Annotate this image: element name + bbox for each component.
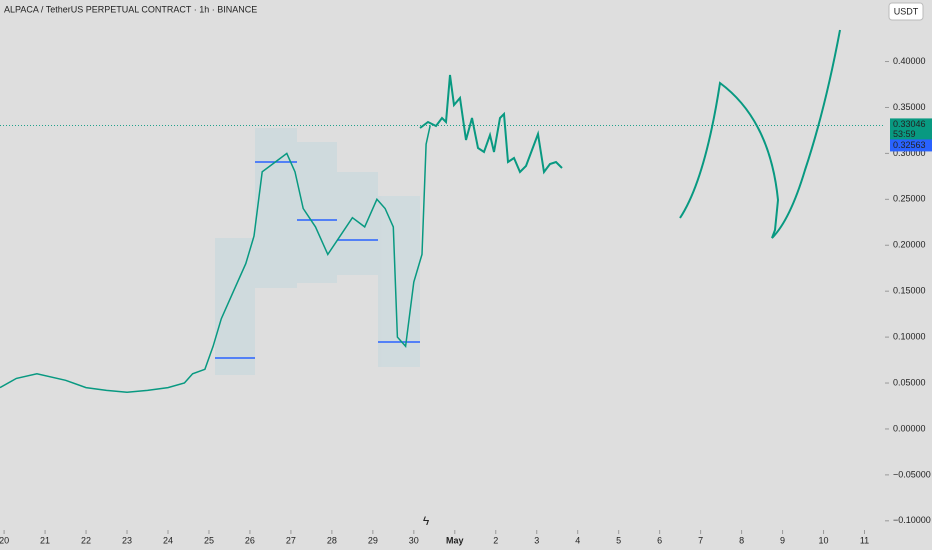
y-tick-label: 0.35000	[893, 102, 926, 112]
x-tick-label: 21	[40, 535, 50, 545]
y-tick-label: 0.15000	[893, 286, 926, 296]
x-tick-label: 26	[245, 535, 255, 545]
x-tick-label: 23	[122, 535, 132, 545]
logo-icon[interactable]: ϟ	[423, 514, 430, 528]
y-tick-label: 0.10000	[893, 331, 926, 341]
y-tick-label: −0.10000	[893, 515, 931, 525]
projection-drawing	[679, 29, 841, 239]
x-tick-label: 11	[860, 535, 869, 545]
chart-title: ALPACA / TetherUS PERPETUAL CONTRACT · 1…	[4, 4, 257, 14]
profile-box	[215, 238, 255, 375]
x-tick-label: 3	[534, 535, 539, 545]
projection-drawing	[419, 74, 563, 175]
mark-price-box	[890, 139, 932, 152]
currency-button[interactable]	[888, 2, 924, 21]
y-tick-label: 0.00000	[893, 423, 926, 433]
x-tick-label: 9	[780, 535, 785, 545]
x-tick-label: 25	[204, 535, 214, 545]
last-price-box	[890, 118, 932, 141]
x-tick-label: 2	[493, 535, 498, 545]
y-tick-label: 0.05000	[893, 377, 926, 387]
currency-button-label[interactable]: USDT	[894, 6, 919, 16]
y-tick-label: −0.05000	[893, 469, 931, 479]
x-tick-label: 4	[575, 535, 580, 545]
x-tick-label: 5	[616, 535, 621, 545]
profile-box	[255, 128, 297, 288]
x-tick-label: 22	[81, 535, 91, 545]
x-tick-label: 27	[286, 535, 296, 545]
countdown-label: 53:59	[893, 129, 916, 139]
price-line	[0, 125, 431, 393]
mark-price-label: 0.32563	[893, 140, 926, 150]
x-tick-label: 6	[657, 535, 662, 545]
profile-box	[297, 142, 337, 283]
y-tick-label: 0.25000	[893, 194, 926, 204]
y-tick-label: 0.40000	[893, 56, 926, 66]
drawings	[419, 29, 841, 239]
y-tick-label: 0.20000	[893, 240, 926, 250]
x-tick-label: 28	[327, 535, 337, 545]
x-tick-label: 29	[368, 535, 378, 545]
x-tick-label: 10	[819, 535, 829, 545]
x-tick-label: May	[446, 535, 464, 545]
y-tick-label: 0.30000	[893, 148, 926, 158]
x-tick-label: 7	[698, 535, 703, 545]
x-tick-label: 8	[739, 535, 744, 545]
x-tick-label: 20	[0, 535, 9, 545]
last-price-label: 0.33046	[893, 119, 926, 129]
profile-box	[337, 172, 378, 275]
x-tick-label: 30	[409, 535, 419, 545]
x-tick-label: 24	[163, 535, 173, 545]
